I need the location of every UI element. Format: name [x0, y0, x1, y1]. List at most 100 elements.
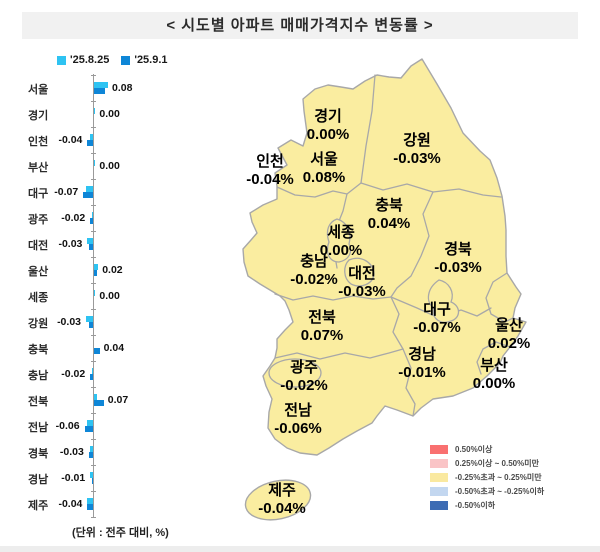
bar-value-label: -0.03: [57, 316, 81, 328]
border-chungnam-jeonbuk: [274, 293, 392, 301]
axis-tick: [91, 127, 96, 128]
jeju-island: [244, 479, 312, 521]
bar-category-label: 강원: [28, 318, 49, 330]
legend-item-curr-week: '25.9.1: [121, 54, 168, 66]
bar-category-label: 인천: [28, 136, 49, 148]
bar-value-label: 0.08: [112, 82, 133, 94]
bar-category-label: 대구: [28, 188, 49, 200]
bar-prev-week: [94, 394, 97, 400]
curr-week-swatch-icon: [121, 55, 131, 65]
map-label-gangwon: 강원 -0.03%: [393, 132, 441, 167]
bar-prev-week: [87, 238, 93, 244]
bar-value-label: 0.04: [103, 342, 125, 354]
border-ulsan: [485, 272, 514, 323]
map-label-busan: 부산 0.00%: [472, 357, 516, 392]
border-gyeonggi-gangwon: [360, 74, 376, 184]
bar-curr-week: [91, 478, 93, 484]
border-jeonnam-gyeongnam: [402, 348, 416, 417]
bar-prev-week: [86, 316, 93, 322]
bar-value-label: -0.02: [61, 212, 86, 224]
bar-prev-week: [86, 186, 93, 192]
korea-map: 경기 0.00% 인천 -0.04% 서울 0.08% 강원 -0.03% 충북 0.04…: [225, 56, 580, 546]
bar-prev-week: [91, 368, 93, 374]
bar-prev-week: [94, 160, 96, 166]
map-legend-row: -0.50%이하: [430, 498, 544, 512]
axis-tick: [91, 413, 96, 414]
bar-category-label: 전남: [28, 422, 49, 434]
bar-value-label: 0.07: [107, 394, 129, 406]
axis-tick: [91, 335, 96, 336]
bar-category-label: 경기: [28, 110, 49, 122]
border-busan: [476, 341, 511, 375]
bar-chart-legend: '25.8.25 '25.9.1: [57, 54, 168, 66]
axis-tick: [91, 101, 96, 102]
map-legend-row: 0.25%이상 ~ 0.50%미만: [430, 456, 544, 470]
map-label-gyeongnam: 경남 -0.01%: [398, 346, 446, 381]
map-label-ulsan: 울산 0.02%: [487, 317, 531, 352]
bar-value-label: -0.04: [58, 134, 83, 146]
border-gyeonggi-south: [276, 182, 362, 198]
bar-value-label: 0.02: [102, 264, 123, 276]
map-label-daegu: 대구 -0.07%: [413, 301, 461, 336]
map-label-gyeonggi: 경기 0.00%: [306, 108, 350, 143]
bar-curr-week: [94, 88, 106, 94]
bar-value-label: 0.00: [99, 108, 120, 120]
bar-curr-week: [83, 192, 93, 198]
bar-prev-week: [90, 446, 93, 452]
axis-tick: [91, 257, 96, 258]
bar-curr-week: [88, 244, 93, 250]
map-label-incheon: 인천 -0.04%: [246, 153, 294, 188]
map-legend-label: -0.25%초과 ~ 0.25%미만: [455, 472, 542, 482]
map-legend-swatch-icon: [430, 458, 448, 468]
bar-curr-week: [94, 270, 97, 276]
bar-value-label: -0.02: [61, 368, 86, 380]
bar-category-label: 충남: [28, 370, 49, 382]
bar-category-label: 울산: [28, 266, 49, 278]
bar-curr-week: [87, 504, 93, 510]
prev-week-swatch-icon: [57, 55, 66, 65]
legend-label-curr: '25.9.1: [134, 54, 168, 66]
daegu-region: [427, 279, 460, 323]
bar-curr-week: [88, 452, 93, 458]
legend-item-prev-week: '25.8.25: [57, 54, 109, 66]
bar-category-label: 충북: [28, 344, 49, 356]
bar-prev-week: [94, 264, 99, 270]
map-legend-swatch-icon: [430, 500, 448, 510]
axis-tick: [91, 387, 96, 388]
axis-tick: [91, 153, 96, 154]
bar-category-label: 부산: [28, 162, 49, 174]
bar-prev-week: [87, 420, 93, 426]
bar-chart: 서울 0.08 경기 0.00 인천 -0.04 부산 0.00 대구 -0.07 광주 -0.02 대…: [0, 0, 225, 552]
category-axis: [93, 74, 94, 518]
bar-prev-week: [94, 108, 96, 114]
bar-curr-week: [84, 426, 93, 432]
map-legend-row: -0.50%초과 ~ -0.25%이하: [430, 484, 544, 498]
bar-category-label: 광주: [28, 214, 49, 226]
bar-category-label: 전북: [28, 396, 49, 408]
map-legend-swatch-icon: [430, 444, 448, 454]
daejeon-region: [344, 257, 375, 287]
unit-note: (단위 : 전주 대비, %): [72, 527, 169, 539]
map-label-seoul: 서울 0.08%: [302, 151, 346, 186]
bar-category-label: 세종: [28, 292, 49, 304]
sejong-region: [326, 218, 352, 263]
axis-tick: [91, 205, 96, 206]
bar-prev-week: [91, 212, 93, 218]
bar-prev-week: [94, 82, 108, 88]
bar-category-label: 경북: [28, 448, 49, 460]
bar-prev-week: [90, 134, 93, 140]
bar-value-label: -0.07: [54, 186, 79, 198]
axis-tick: [91, 75, 96, 76]
map-legend-label: -0.50%초과 ~ -0.25%이하: [455, 486, 545, 496]
map-label-chungbuk: 충북 0.04%: [367, 197, 411, 232]
gwangju-region: [268, 358, 322, 388]
map-legend-label: 0.50%이상: [455, 444, 493, 454]
bar-category-label: 제주: [28, 500, 49, 512]
map-label-gyeongbuk: 경북 -0.03%: [434, 241, 482, 276]
bar-curr-week: [94, 348, 100, 354]
bar-curr-week: [88, 322, 93, 328]
map-legend-row: 0.50%이상: [430, 442, 544, 456]
page-title: < 시도별 아파트 매매가격지수 변동률 >: [22, 12, 578, 39]
map-legend-row: -0.25%초과 ~ 0.25%미만: [430, 470, 544, 484]
